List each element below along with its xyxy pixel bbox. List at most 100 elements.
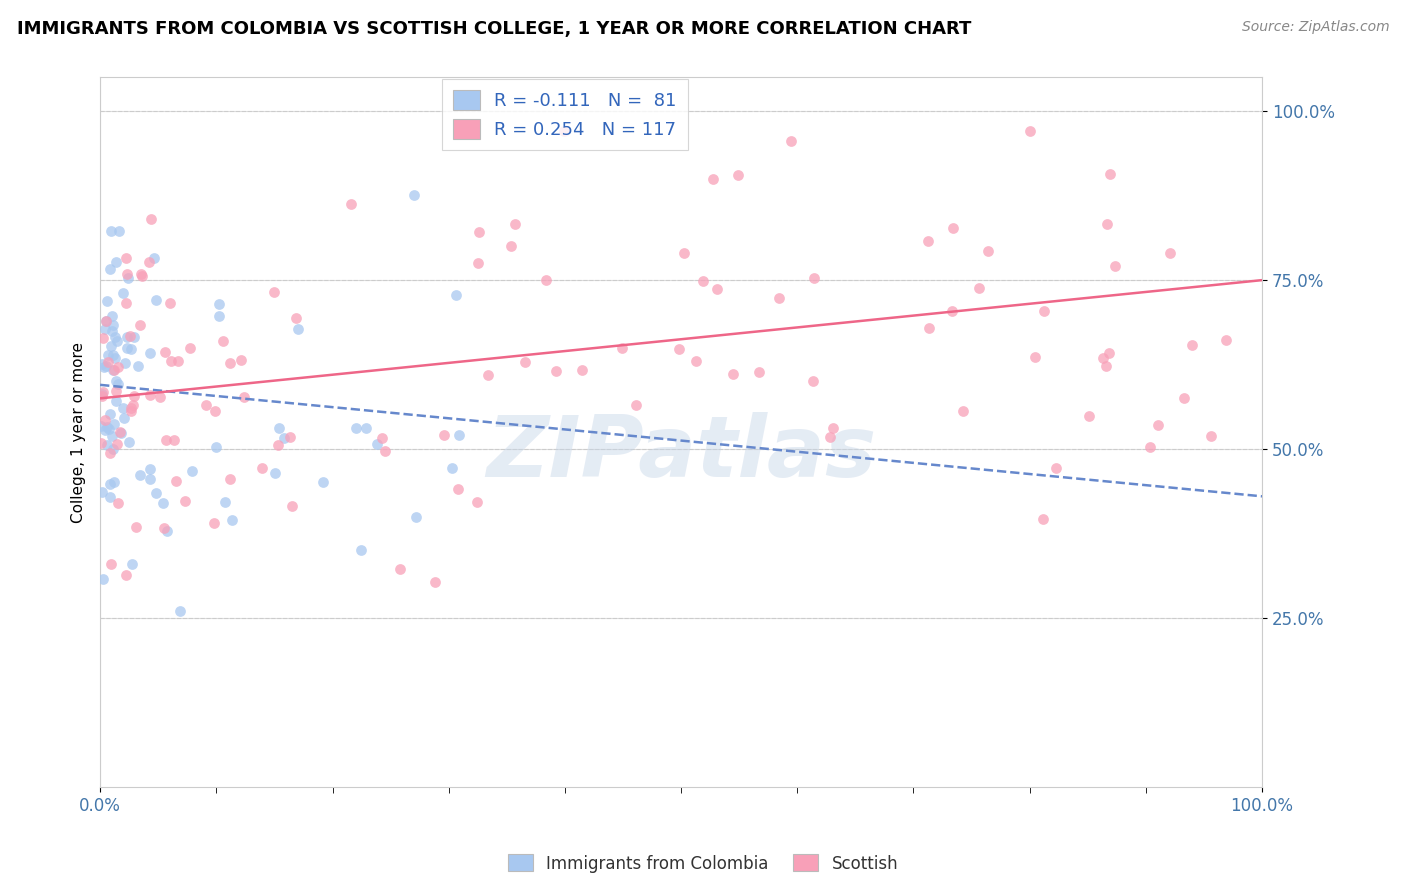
Point [115,251,138,265]
Point [780,134,803,148]
Point [100,224,122,238]
Point [94,322,117,336]
Point [1139,440,1161,454]
Point [91,572,114,586]
Point [1098,345,1121,359]
Point [145,485,167,500]
Point [93,330,115,344]
Point [115,267,138,281]
Point [264,466,287,480]
Point [366,436,388,450]
Point [100,428,122,442]
Point [467,256,489,270]
Point [121,398,143,412]
Point [205,440,228,454]
Point [370,431,392,445]
Point [204,404,226,418]
Point [115,296,138,310]
Point [1018,124,1040,138]
Point [121,557,143,571]
Legend: Immigrants from Colombia, Scottish: Immigrants from Colombia, Scottish [501,847,905,880]
Point [571,363,593,377]
Point [120,342,142,356]
Point [287,322,309,336]
Point [208,297,231,311]
Point [668,342,690,356]
Point [354,420,377,434]
Point [267,421,290,435]
Point [127,359,149,373]
Point [97,355,120,369]
Point [263,285,285,299]
Point [250,460,273,475]
Point [104,330,127,344]
Point [105,437,128,451]
Point [440,461,463,475]
Point [1147,417,1170,432]
Point [768,291,790,305]
Point [98,446,121,460]
Point [90,485,112,500]
Point [107,360,129,375]
Point [100,309,122,323]
Point [181,465,204,479]
Point [969,281,991,295]
Point [284,311,307,326]
Point [169,604,191,618]
Point [103,475,125,489]
Point [165,474,187,488]
Point [534,273,557,287]
Point [97,348,120,362]
Point [433,428,456,442]
Point [159,353,181,368]
Point [1099,167,1122,181]
Point [128,467,150,482]
Point [202,516,225,530]
Point [105,255,128,269]
Point [702,172,724,186]
Point [553,124,575,138]
Point [468,226,491,240]
Point [96,314,118,328]
Point [1173,391,1195,405]
Point [624,398,647,412]
Point [1092,351,1115,365]
Point [122,389,145,403]
Point [501,239,523,253]
Point [163,434,186,448]
Point [120,404,142,418]
Point [515,355,537,369]
Point [1032,303,1054,318]
Point [138,388,160,402]
Point [115,568,138,582]
Point [179,341,201,355]
Point [706,282,728,296]
Point [96,359,118,373]
Point [155,434,177,448]
Point [93,360,115,375]
Point [91,385,114,400]
Point [96,293,118,308]
Point [90,435,112,450]
Point [685,353,707,368]
Point [374,444,396,458]
Point [344,421,367,435]
Point [723,367,745,381]
Point [167,354,190,368]
Point [423,575,446,590]
Point [139,346,162,360]
Point [110,425,132,440]
Point [152,496,174,510]
Point [98,262,121,277]
Point [105,384,128,398]
Point [312,475,335,489]
Point [1078,409,1101,423]
Point [1095,217,1118,231]
Point [350,543,373,558]
Point [104,393,127,408]
Point [93,412,115,426]
Point [112,410,135,425]
Point [128,318,150,332]
Point [96,438,118,452]
Point [1095,359,1118,373]
